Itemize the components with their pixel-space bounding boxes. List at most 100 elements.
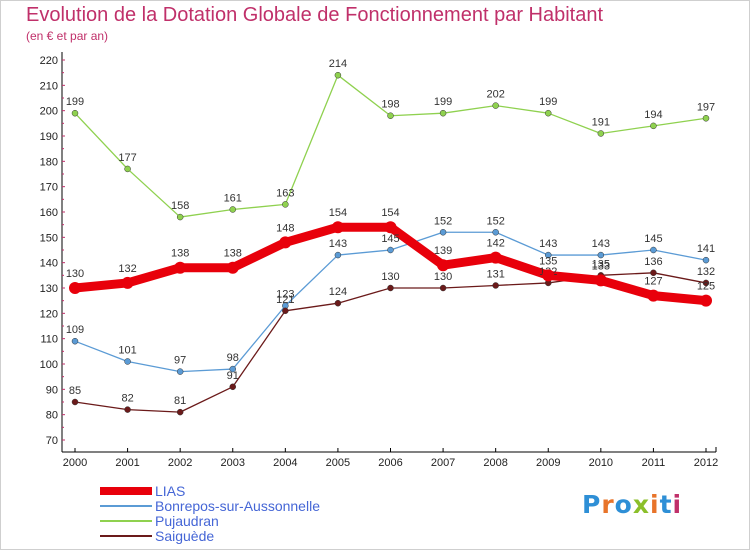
data-point xyxy=(121,276,134,289)
data-point xyxy=(69,282,81,294)
series-line-saigu-de xyxy=(74,272,707,413)
data-label: 136 xyxy=(644,256,662,268)
x-tick-label: 2006 xyxy=(378,457,402,469)
x-tick-label: 2000 xyxy=(63,457,87,469)
logo-letter: x xyxy=(632,490,650,519)
legend-label: Bonrepos-sur-Aussonnelle xyxy=(155,498,320,514)
y-tick-label: 150 xyxy=(40,232,58,244)
data-point xyxy=(439,229,447,236)
data-point xyxy=(545,109,552,117)
data-label: 123 xyxy=(276,289,294,301)
data-label: 121 xyxy=(276,294,294,306)
x-tick-label: 2005 xyxy=(326,457,350,469)
y-tick-label: 190 xyxy=(40,131,58,143)
legend-label: Saiguède xyxy=(155,528,215,544)
series-line-pujaudran xyxy=(74,74,707,218)
legend-swatch xyxy=(100,487,152,495)
data-point xyxy=(702,279,710,287)
data-label: 97 xyxy=(174,355,186,367)
y-tick-label: 100 xyxy=(40,359,58,371)
data-point xyxy=(545,251,552,259)
data-point xyxy=(229,365,236,373)
y-tick-label: 220 xyxy=(40,55,58,67)
data-label: 161 xyxy=(224,192,242,204)
y-tick-label: 200 xyxy=(40,106,58,118)
x-tick-label: 2007 xyxy=(431,457,455,469)
data-point xyxy=(700,294,712,307)
chart-title: Evolution de la Dotation Globale de Fonc… xyxy=(26,4,604,26)
data-point xyxy=(387,112,394,119)
data-point xyxy=(387,246,394,254)
data-label: 91 xyxy=(227,370,239,382)
logo-letter: i xyxy=(672,490,683,519)
data-label: 154 xyxy=(329,207,347,219)
data-label: 82 xyxy=(121,393,133,405)
data-point xyxy=(279,236,292,249)
x-tick-label: 2009 xyxy=(536,457,560,469)
data-label: 163 xyxy=(276,187,294,199)
data-label: 143 xyxy=(592,238,610,250)
data-label: 135 xyxy=(539,255,557,267)
data-label: 142 xyxy=(486,238,504,250)
data-label: 130 xyxy=(434,271,452,283)
data-label: 138 xyxy=(171,248,189,260)
data-label: 152 xyxy=(486,215,504,227)
x-tick-label: 2008 xyxy=(483,457,507,469)
y-tick-label: 140 xyxy=(40,258,58,270)
data-label: 141 xyxy=(697,243,715,255)
data-label: 197 xyxy=(697,101,715,113)
data-point xyxy=(282,307,289,315)
data-point xyxy=(542,269,555,282)
y-tick-label: 110 xyxy=(40,334,58,346)
x-tick-label: 2012 xyxy=(694,457,718,469)
data-point xyxy=(650,246,657,254)
data-label: 191 xyxy=(592,116,610,128)
data-point xyxy=(650,269,657,277)
data-point xyxy=(597,130,605,137)
data-label: 214 xyxy=(329,58,347,70)
legend-swatch xyxy=(100,505,152,507)
data-point xyxy=(647,289,660,302)
data-label: 145 xyxy=(381,233,399,245)
data-label: 199 xyxy=(434,96,452,108)
data-point xyxy=(331,221,344,234)
x-tick-label: 2004 xyxy=(273,457,297,469)
data-point xyxy=(702,256,710,264)
data-label: 152 xyxy=(434,215,452,227)
data-label: 124 xyxy=(329,286,347,298)
data-point xyxy=(387,284,394,292)
data-point xyxy=(492,102,499,109)
data-point xyxy=(71,398,79,406)
logo-letter: r xyxy=(601,490,615,519)
chart-subtitle: (en € et par an) xyxy=(26,29,109,43)
x-tick-label: 2010 xyxy=(589,457,613,469)
x-tick-label: 2001 xyxy=(115,457,139,469)
data-label: 133 xyxy=(592,260,610,272)
legend-swatch xyxy=(100,520,152,522)
data-point xyxy=(124,358,131,365)
y-tick-label: 70 xyxy=(46,435,58,447)
data-point xyxy=(71,109,79,117)
data-label: 132 xyxy=(118,263,136,275)
data-point xyxy=(384,221,397,234)
data-point xyxy=(176,408,184,416)
logo-letter: o xyxy=(614,490,633,519)
data-point xyxy=(594,274,607,287)
y-tick-label: 120 xyxy=(40,308,58,320)
data-point xyxy=(229,206,236,213)
data-label: 127 xyxy=(644,276,662,288)
data-point xyxy=(226,261,239,274)
data-label: 199 xyxy=(66,96,84,108)
data-point xyxy=(597,251,605,259)
data-point xyxy=(124,406,131,413)
data-point xyxy=(492,282,499,289)
y-tick-label: 170 xyxy=(40,182,58,194)
legend-label: LIAS xyxy=(155,483,186,499)
data-point xyxy=(176,213,184,221)
y-tick-label: 90 xyxy=(46,384,58,396)
data-point xyxy=(174,261,187,274)
data-label: 130 xyxy=(381,271,399,283)
data-label: 132 xyxy=(697,266,715,278)
logo-letter: t xyxy=(659,490,673,519)
